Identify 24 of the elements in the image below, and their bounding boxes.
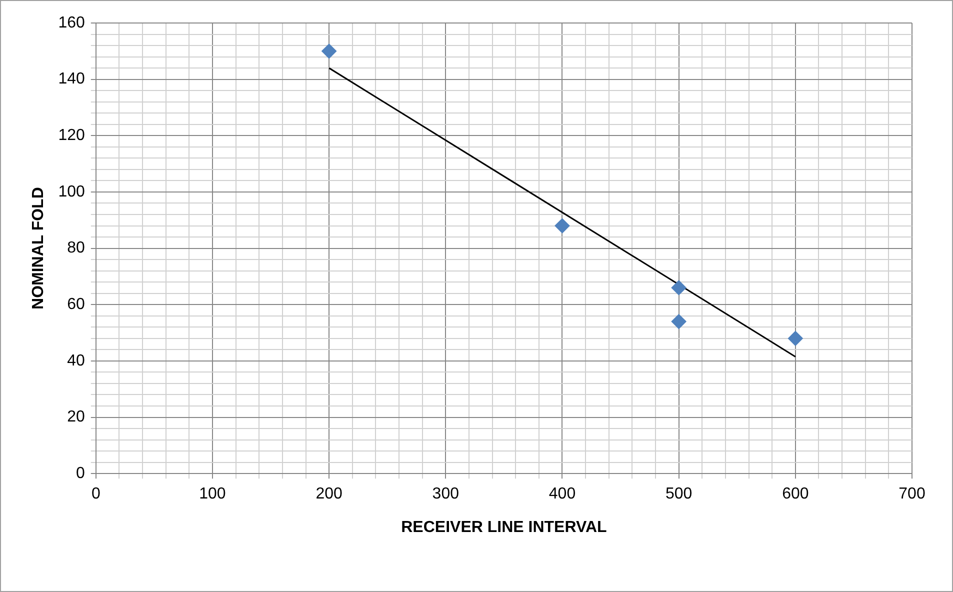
y-tick-label: 160 — [58, 14, 85, 32]
point — [671, 314, 686, 330]
point — [788, 330, 803, 346]
y-tick-label: 120 — [58, 127, 85, 144]
x-tick-label: 200 — [316, 486, 343, 503]
y-tick-label: 80 — [67, 240, 85, 257]
y-tick-label: 20 — [67, 408, 85, 426]
point — [322, 44, 337, 59]
x-tick-label: 700 — [898, 486, 926, 503]
y-tick-label: 60 — [67, 296, 85, 314]
y-tick-label: 100 — [58, 183, 85, 200]
y-tick-label: 0 — [76, 465, 85, 482]
point — [671, 280, 686, 296]
x-tick-label: 400 — [548, 486, 576, 503]
y-tick-label: 140 — [58, 70, 85, 88]
x-tick-label: 100 — [199, 486, 226, 503]
point — [554, 218, 570, 234]
x-tick-label: 0 — [91, 486, 100, 503]
x-tick-label: 600 — [782, 486, 809, 503]
x-tick-label: 500 — [665, 486, 692, 503]
x-tick-label: 300 — [432, 486, 460, 503]
x-axis-title: RECEIVER LINE INTERVAL — [401, 518, 607, 536]
y-axis-title: NOMINAL FOLD — [30, 187, 48, 310]
y-tick-label: 40 — [67, 352, 85, 370]
